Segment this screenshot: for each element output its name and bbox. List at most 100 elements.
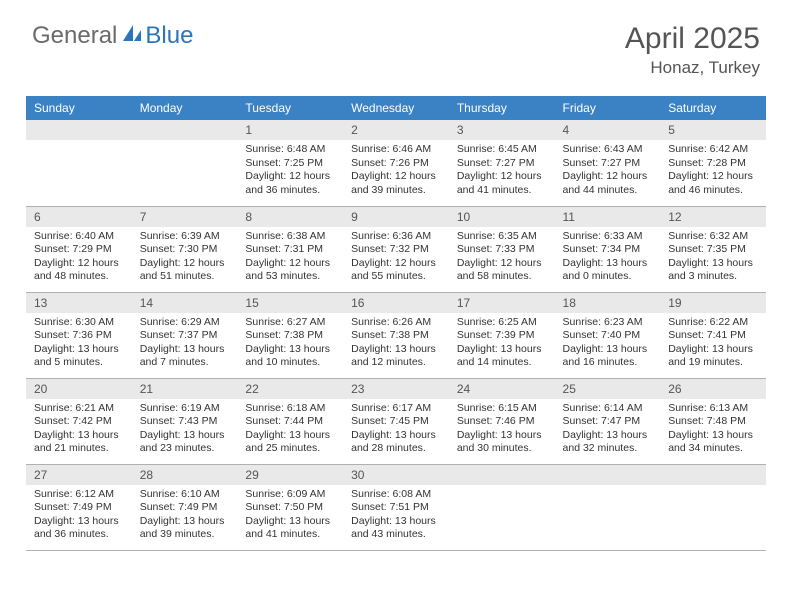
day-content: Sunrise: 6:12 AMSunset: 7:49 PMDaylight:… xyxy=(26,485,132,549)
day-number: 22 xyxy=(237,379,343,399)
month-title: April 2025 xyxy=(625,22,760,56)
day-content: Sunrise: 6:30 AMSunset: 7:36 PMDaylight:… xyxy=(26,313,132,377)
calendar-day-cell: 21Sunrise: 6:19 AMSunset: 7:43 PMDayligh… xyxy=(132,378,238,464)
calendar-day-cell: 23Sunrise: 6:17 AMSunset: 7:45 PMDayligh… xyxy=(343,378,449,464)
day-number: 21 xyxy=(132,379,238,399)
day-content: Sunrise: 6:19 AMSunset: 7:43 PMDaylight:… xyxy=(132,399,238,463)
calendar-day-cell: 6Sunrise: 6:40 AMSunset: 7:29 PMDaylight… xyxy=(26,206,132,292)
calendar-day-cell: 17Sunrise: 6:25 AMSunset: 7:39 PMDayligh… xyxy=(449,292,555,378)
calendar-day-cell: 5Sunrise: 6:42 AMSunset: 7:28 PMDaylight… xyxy=(660,120,766,206)
calendar-day-cell xyxy=(132,120,238,206)
day-content: Sunrise: 6:25 AMSunset: 7:39 PMDaylight:… xyxy=(449,313,555,377)
weekday-header: Thursday xyxy=(449,96,555,120)
day-number: 17 xyxy=(449,293,555,313)
day-number: 6 xyxy=(26,207,132,227)
weekday-header-row: Sunday Monday Tuesday Wednesday Thursday… xyxy=(26,96,766,120)
calendar-week-row: 13Sunrise: 6:30 AMSunset: 7:36 PMDayligh… xyxy=(26,292,766,378)
day-number: 8 xyxy=(237,207,343,227)
calendar-day-cell: 12Sunrise: 6:32 AMSunset: 7:35 PMDayligh… xyxy=(660,206,766,292)
calendar-day-cell: 20Sunrise: 6:21 AMSunset: 7:42 PMDayligh… xyxy=(26,378,132,464)
weekday-header: Saturday xyxy=(660,96,766,120)
calendar-day-cell: 2Sunrise: 6:46 AMSunset: 7:26 PMDaylight… xyxy=(343,120,449,206)
day-number xyxy=(449,465,555,485)
calendar-day-cell: 19Sunrise: 6:22 AMSunset: 7:41 PMDayligh… xyxy=(660,292,766,378)
day-content: Sunrise: 6:27 AMSunset: 7:38 PMDaylight:… xyxy=(237,313,343,377)
page-header: General Blue April 2025 Honaz, Turkey xyxy=(0,0,792,88)
day-content: Sunrise: 6:35 AMSunset: 7:33 PMDaylight:… xyxy=(449,227,555,291)
day-number: 5 xyxy=(660,120,766,140)
day-number: 7 xyxy=(132,207,238,227)
day-content: Sunrise: 6:39 AMSunset: 7:30 PMDaylight:… xyxy=(132,227,238,291)
day-content: Sunrise: 6:13 AMSunset: 7:48 PMDaylight:… xyxy=(660,399,766,463)
day-content: Sunrise: 6:26 AMSunset: 7:38 PMDaylight:… xyxy=(343,313,449,377)
calendar-day-cell xyxy=(449,464,555,550)
calendar-day-cell: 16Sunrise: 6:26 AMSunset: 7:38 PMDayligh… xyxy=(343,292,449,378)
day-content: Sunrise: 6:40 AMSunset: 7:29 PMDaylight:… xyxy=(26,227,132,291)
day-number: 25 xyxy=(555,379,661,399)
day-content: Sunrise: 6:10 AMSunset: 7:49 PMDaylight:… xyxy=(132,485,238,549)
calendar-day-cell xyxy=(26,120,132,206)
calendar-day-cell: 10Sunrise: 6:35 AMSunset: 7:33 PMDayligh… xyxy=(449,206,555,292)
day-content: Sunrise: 6:09 AMSunset: 7:50 PMDaylight:… xyxy=(237,485,343,549)
weekday-header: Tuesday xyxy=(237,96,343,120)
weekday-header: Monday xyxy=(132,96,238,120)
day-content: Sunrise: 6:38 AMSunset: 7:31 PMDaylight:… xyxy=(237,227,343,291)
day-number: 30 xyxy=(343,465,449,485)
day-number: 29 xyxy=(237,465,343,485)
day-content: Sunrise: 6:17 AMSunset: 7:45 PMDaylight:… xyxy=(343,399,449,463)
day-number: 24 xyxy=(449,379,555,399)
calendar-week-row: 6Sunrise: 6:40 AMSunset: 7:29 PMDaylight… xyxy=(26,206,766,292)
day-content: Sunrise: 6:18 AMSunset: 7:44 PMDaylight:… xyxy=(237,399,343,463)
day-number: 14 xyxy=(132,293,238,313)
day-number: 28 xyxy=(132,465,238,485)
calendar-week-row: 1Sunrise: 6:48 AMSunset: 7:25 PMDaylight… xyxy=(26,120,766,206)
title-block: April 2025 Honaz, Turkey xyxy=(625,22,760,78)
day-number: 3 xyxy=(449,120,555,140)
location-text: Honaz, Turkey xyxy=(625,58,760,78)
calendar-day-cell: 9Sunrise: 6:36 AMSunset: 7:32 PMDaylight… xyxy=(343,206,449,292)
calendar-week-row: 27Sunrise: 6:12 AMSunset: 7:49 PMDayligh… xyxy=(26,464,766,550)
calendar-day-cell: 14Sunrise: 6:29 AMSunset: 7:37 PMDayligh… xyxy=(132,292,238,378)
calendar-day-cell xyxy=(660,464,766,550)
logo-text-blue: Blue xyxy=(145,22,193,50)
calendar-day-cell: 3Sunrise: 6:45 AMSunset: 7:27 PMDaylight… xyxy=(449,120,555,206)
logo-text-general: General xyxy=(32,22,117,50)
day-number: 10 xyxy=(449,207,555,227)
calendar-day-cell xyxy=(555,464,661,550)
day-content: Sunrise: 6:45 AMSunset: 7:27 PMDaylight:… xyxy=(449,140,555,204)
day-content: Sunrise: 6:42 AMSunset: 7:28 PMDaylight:… xyxy=(660,140,766,204)
calendar-day-cell: 30Sunrise: 6:08 AMSunset: 7:51 PMDayligh… xyxy=(343,464,449,550)
calendar-day-cell: 22Sunrise: 6:18 AMSunset: 7:44 PMDayligh… xyxy=(237,378,343,464)
logo: General Blue xyxy=(32,22,193,50)
calendar-day-cell: 11Sunrise: 6:33 AMSunset: 7:34 PMDayligh… xyxy=(555,206,661,292)
day-number xyxy=(26,120,132,140)
calendar-day-cell: 4Sunrise: 6:43 AMSunset: 7:27 PMDaylight… xyxy=(555,120,661,206)
day-content: Sunrise: 6:32 AMSunset: 7:35 PMDaylight:… xyxy=(660,227,766,291)
day-content: Sunrise: 6:14 AMSunset: 7:47 PMDaylight:… xyxy=(555,399,661,463)
calendar-day-cell: 27Sunrise: 6:12 AMSunset: 7:49 PMDayligh… xyxy=(26,464,132,550)
day-content: Sunrise: 6:48 AMSunset: 7:25 PMDaylight:… xyxy=(237,140,343,204)
day-content: Sunrise: 6:33 AMSunset: 7:34 PMDaylight:… xyxy=(555,227,661,291)
day-content: Sunrise: 6:29 AMSunset: 7:37 PMDaylight:… xyxy=(132,313,238,377)
day-content: Sunrise: 6:22 AMSunset: 7:41 PMDaylight:… xyxy=(660,313,766,377)
day-content: Sunrise: 6:21 AMSunset: 7:42 PMDaylight:… xyxy=(26,399,132,463)
day-content: Sunrise: 6:15 AMSunset: 7:46 PMDaylight:… xyxy=(449,399,555,463)
day-number: 13 xyxy=(26,293,132,313)
day-number: 20 xyxy=(26,379,132,399)
calendar-day-cell: 29Sunrise: 6:09 AMSunset: 7:50 PMDayligh… xyxy=(237,464,343,550)
weekday-header: Friday xyxy=(555,96,661,120)
day-number: 12 xyxy=(660,207,766,227)
weekday-header: Wednesday xyxy=(343,96,449,120)
day-content: Sunrise: 6:23 AMSunset: 7:40 PMDaylight:… xyxy=(555,313,661,377)
calendar-day-cell: 18Sunrise: 6:23 AMSunset: 7:40 PMDayligh… xyxy=(555,292,661,378)
day-number xyxy=(132,120,238,140)
day-number xyxy=(660,465,766,485)
calendar-body: 1Sunrise: 6:48 AMSunset: 7:25 PMDaylight… xyxy=(26,120,766,550)
calendar-day-cell: 25Sunrise: 6:14 AMSunset: 7:47 PMDayligh… xyxy=(555,378,661,464)
calendar-day-cell: 26Sunrise: 6:13 AMSunset: 7:48 PMDayligh… xyxy=(660,378,766,464)
day-number: 23 xyxy=(343,379,449,399)
calendar-day-cell: 7Sunrise: 6:39 AMSunset: 7:30 PMDaylight… xyxy=(132,206,238,292)
day-content: Sunrise: 6:43 AMSunset: 7:27 PMDaylight:… xyxy=(555,140,661,204)
day-content: Sunrise: 6:36 AMSunset: 7:32 PMDaylight:… xyxy=(343,227,449,291)
day-number: 26 xyxy=(660,379,766,399)
